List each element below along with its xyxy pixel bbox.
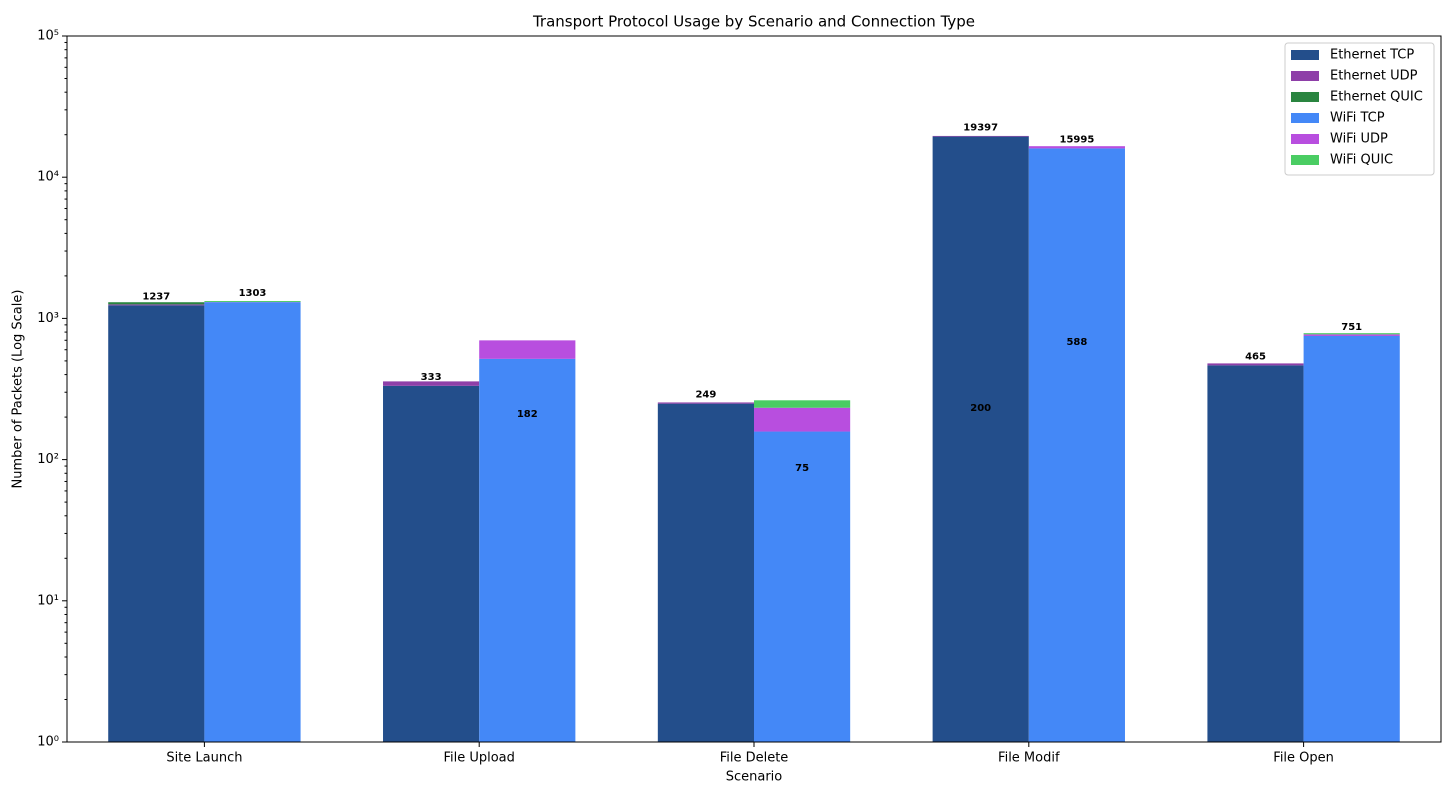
bar-segment: [1028, 146, 1125, 149]
legend-label: Ethernet TCP: [1330, 48, 1414, 63]
legend-swatch: [1291, 134, 1319, 144]
data-label: 19397: [963, 123, 998, 134]
data-label: 588: [1066, 337, 1087, 348]
legend-label: WiFi QUIC: [1330, 153, 1393, 168]
x-tick-label: File Upload: [443, 751, 514, 766]
bar-segment: [754, 407, 851, 432]
legend-box: [1284, 42, 1435, 176]
data-label: 249: [695, 390, 716, 401]
y-tick-label: 10²: [37, 452, 59, 467]
legend-swatch: [1291, 155, 1319, 165]
y-tick-label: 10⁰: [37, 735, 59, 750]
bar-segment: [1303, 334, 1400, 336]
bar-segment: [479, 358, 576, 742]
data-label: 333: [421, 372, 442, 383]
legend-label: Ethernet UDP: [1330, 69, 1418, 84]
data-label: 200: [970, 403, 991, 414]
bar-segment: [1207, 365, 1304, 742]
bar-segment: [754, 400, 851, 408]
bar-segment: [479, 340, 576, 359]
data-label: 182: [517, 409, 538, 420]
bar-segment: [108, 304, 205, 306]
data-label: 751: [1341, 322, 1362, 333]
x-tick-label: Site Launch: [166, 751, 242, 766]
data-label: 75: [795, 463, 809, 474]
plot-frame: [66, 35, 1442, 743]
legend-swatch: [1291, 113, 1319, 123]
legend-label: WiFi UDP: [1330, 132, 1388, 147]
y-tick-label: 10⁵: [37, 29, 59, 44]
chart-title: Transport Protocol Usage by Scenario and…: [532, 13, 975, 31]
y-axis-label: Number of Packets (Log Scale): [11, 290, 26, 489]
bar-segment: [1303, 333, 1400, 335]
x-tick-label: File Open: [1273, 751, 1334, 766]
x-tick-label: File Delete: [720, 751, 789, 766]
bar-segment: [108, 302, 205, 305]
bar-segment: [383, 381, 480, 386]
legend-label: WiFi TCP: [1330, 111, 1385, 126]
bar-segment: [932, 135, 1029, 137]
bar-segment: [1303, 335, 1400, 742]
bar-segment: [204, 302, 301, 742]
bar-segment: [932, 136, 1029, 742]
y-tick-label: 10⁴: [37, 170, 59, 185]
bar-segment: [657, 402, 754, 404]
legend-swatch: [1291, 50, 1319, 60]
data-label: 1237: [142, 291, 170, 302]
x-tick-label: File Modif: [998, 751, 1060, 766]
y-tick-label: 10¹: [37, 593, 59, 608]
data-label: 465: [1245, 351, 1266, 362]
bar-segment: [754, 431, 851, 742]
bar-segment: [204, 301, 301, 302]
y-tick-label: 10³: [37, 311, 59, 326]
legend-swatch: [1291, 92, 1319, 102]
bar-segment: [1028, 148, 1125, 742]
data-label: 1303: [239, 288, 267, 299]
legend-swatch: [1291, 71, 1319, 81]
x-axis-label: Scenario: [726, 770, 783, 785]
data-label: 15995: [1059, 134, 1094, 145]
bar-segment: [108, 305, 205, 742]
bar-segment: [1207, 363, 1304, 366]
bar-segment: [657, 403, 754, 742]
legend-label: Ethernet QUIC: [1330, 90, 1423, 105]
bar-segment: [383, 385, 480, 742]
